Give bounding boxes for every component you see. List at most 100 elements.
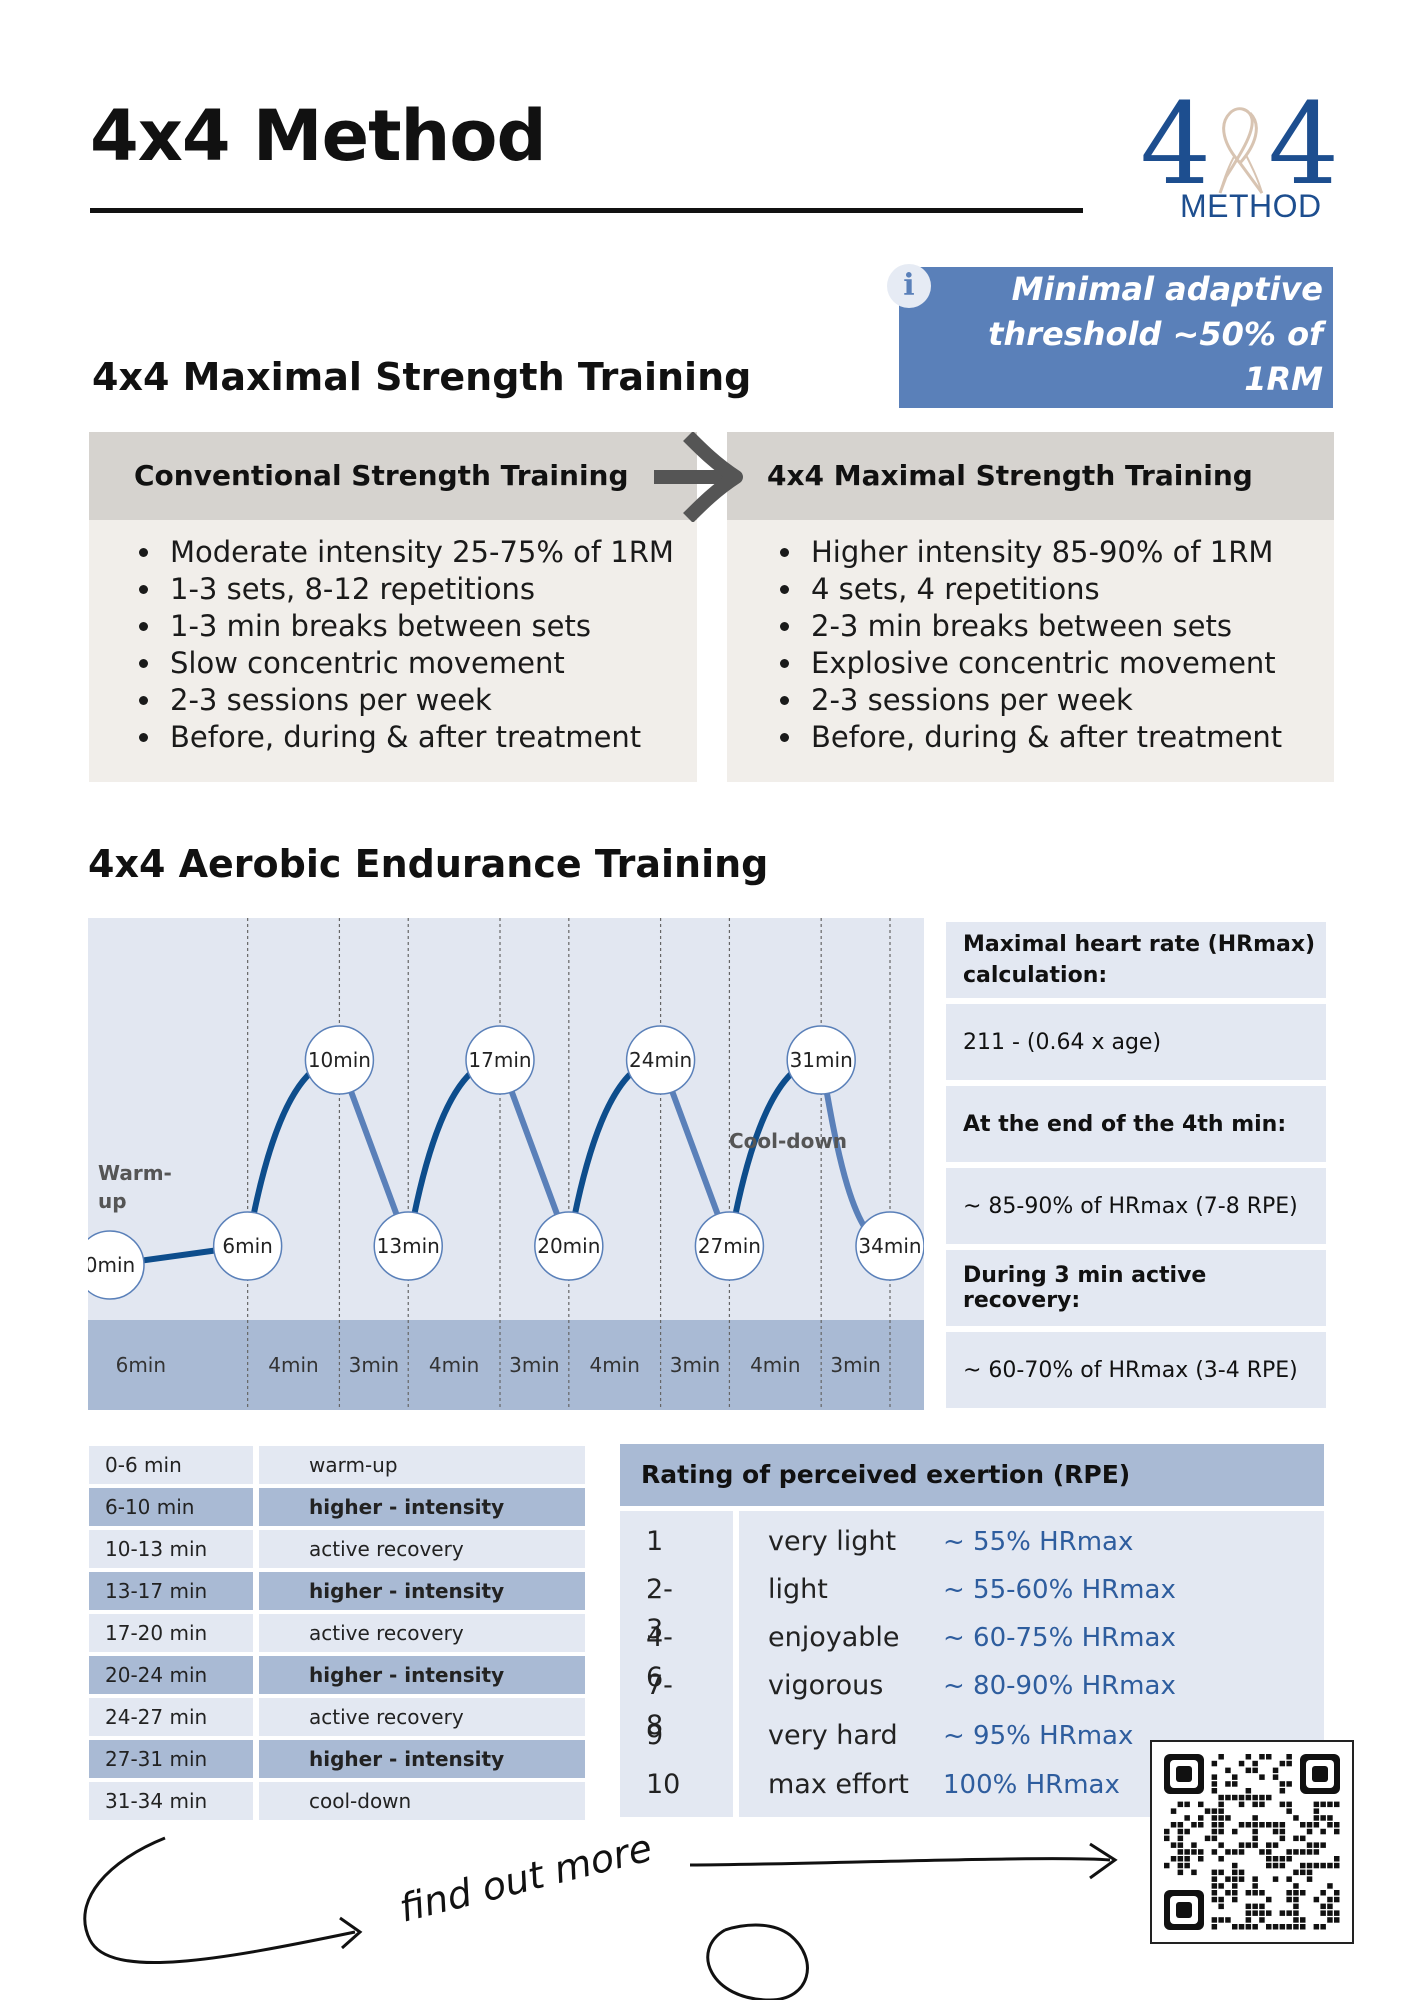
4x4-method-logo: 4 4 METHOD (1140, 85, 1339, 224)
time-node-label: 10min (308, 1048, 371, 1072)
table-row: 0-6 min warm-up (89, 1446, 585, 1484)
qr-module (1320, 1801, 1326, 1808)
time-node: 10min (304, 1025, 375, 1095)
qr-module (1204, 1835, 1211, 1842)
qr-finder-core (1176, 1902, 1192, 1918)
logo-subtitle: METHOD (1180, 188, 1322, 224)
qr-module (1300, 1890, 1306, 1896)
qr-module (1238, 1849, 1245, 1855)
qr-module (1245, 1794, 1252, 1801)
qr-module (1232, 1849, 1238, 1855)
qr-module (1272, 1828, 1279, 1835)
qr-module (1266, 1862, 1272, 1869)
rpe-level: 9 (646, 1720, 664, 1751)
qr-module (1286, 1910, 1292, 1916)
qr-module (1211, 1924, 1218, 1930)
qr-module (1198, 1856, 1204, 1862)
rpe-level-column (620, 1511, 733, 1817)
list-item: Moderate intensity 25-75% of 1RM (164, 534, 697, 571)
qr-module (1218, 1815, 1224, 1821)
rpe-table-title: Rating of perceived exertion (RPE) (620, 1444, 1324, 1506)
schedule-phase: active recovery (259, 1698, 585, 1736)
segment-duration-label: 6min (116, 1353, 166, 1377)
qr-module (1184, 1849, 1190, 1855)
time-node: 34min (855, 1211, 924, 1281)
qr-module (1293, 1917, 1299, 1923)
qr-module (1313, 1924, 1320, 1930)
conventional-list: Moderate intensity 25-75% of 1RM 1-3 set… (89, 520, 697, 782)
schedule-phase: active recovery (259, 1614, 585, 1652)
decorative-arrows (83, 1836, 1118, 2000)
time-node: 27min (694, 1211, 765, 1281)
time-node: 31min (786, 1025, 856, 1095)
qr-module (1225, 1781, 1231, 1787)
qr-module (1327, 1822, 1333, 1828)
qr-module (1279, 1835, 1286, 1842)
qr-finder-core (1312, 1766, 1328, 1782)
qr-module (1286, 1760, 1292, 1767)
schedule-time: 0-6 min (89, 1446, 253, 1484)
qr-module (1300, 1869, 1306, 1876)
rpe-hr: ~ 80-90% HRmax (943, 1671, 1176, 1701)
qr-module (1313, 1801, 1320, 1808)
qr-module (1245, 1754, 1252, 1760)
qr-module (1259, 1801, 1265, 1808)
time-node-label: 24min (629, 1048, 692, 1072)
time-node-circle (304, 1025, 375, 1095)
table-row: 27-31 min higher - intensity (89, 1740, 585, 1778)
qr-module (1184, 1862, 1190, 1869)
qr-module (1238, 1794, 1245, 1801)
qr-module (1204, 1808, 1211, 1814)
qr-code[interactable] (1150, 1740, 1354, 1944)
qr-module (1266, 1822, 1272, 1828)
qr-module (1313, 1815, 1320, 1821)
arrow-right-icon (654, 432, 743, 522)
qr-module (1313, 1808, 1320, 1814)
qr-module (1279, 1862, 1286, 1869)
time-node-circle (855, 1211, 924, 1281)
qr-module (1170, 1842, 1177, 1848)
time-node-label: 31min (790, 1048, 853, 1072)
qr-module (1184, 1856, 1190, 1862)
qr-module (1211, 1890, 1218, 1896)
qr-module (1218, 1896, 1224, 1903)
qr-module (1252, 1822, 1258, 1828)
end-of-4th-min-value: ~ 85-90% of HRmax (7-8 RPE) (946, 1168, 1326, 1244)
qr-module (1293, 1924, 1299, 1930)
qr-module (1266, 1896, 1272, 1903)
time-node-circle (465, 1025, 535, 1095)
qr-module (1177, 1842, 1184, 1848)
list-item: Before, during & after treatment (164, 719, 697, 756)
qr-module (1320, 1890, 1326, 1896)
qr-module (1293, 1849, 1299, 1855)
qr-module (1211, 1808, 1218, 1814)
qr-module (1293, 1835, 1299, 1842)
warmup-label: Warm- up (98, 1161, 179, 1213)
qr-module (1300, 1862, 1306, 1869)
qr-module (1177, 1835, 1184, 1842)
qr-module (1293, 1869, 1299, 1876)
qr-module (1218, 1808, 1224, 1814)
time-node-label: 6min (222, 1234, 272, 1258)
qr-module (1191, 1822, 1197, 1828)
qr-module (1225, 1767, 1231, 1774)
time-node-circle (88, 1230, 145, 1300)
list-item: Explosive concentric movement (805, 645, 1334, 682)
logo-digit-left: 4 (1140, 85, 1211, 210)
rpe-level: 7-8 (646, 1670, 673, 1741)
qr-module (1259, 1890, 1265, 1896)
list-item: 2-3 min breaks between sets (805, 608, 1334, 645)
qr-module (1252, 1910, 1258, 1916)
end-of-4th-min-heading: At the end of the 4th min: (946, 1086, 1326, 1162)
schedule-phase: higher - intensity (259, 1740, 585, 1778)
right-arrow-curve (689, 1857, 1111, 1867)
qr-module (1198, 1822, 1204, 1828)
qr-module (1252, 1903, 1258, 1910)
table-row: 10-13 min active recovery (89, 1530, 585, 1568)
qr-module (1245, 1890, 1252, 1896)
time-node-label: 0min (88, 1253, 135, 1277)
qr-module (1232, 1862, 1238, 1869)
qr-module (1293, 1815, 1299, 1821)
segment-duration-label: 4min (589, 1353, 639, 1377)
qr-module (1306, 1822, 1313, 1828)
